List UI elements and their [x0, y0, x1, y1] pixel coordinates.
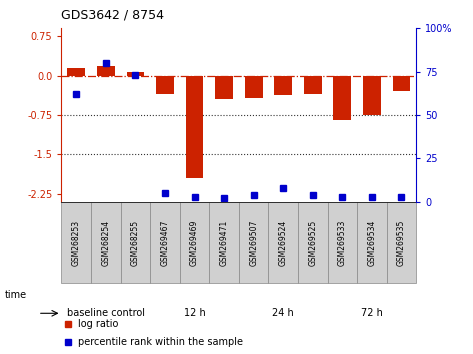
- Text: GSM269469: GSM269469: [190, 219, 199, 266]
- Text: GSM268253: GSM268253: [72, 219, 81, 266]
- Text: GSM268255: GSM268255: [131, 219, 140, 266]
- Bar: [67, 68, 85, 76]
- Text: GSM269471: GSM269471: [219, 219, 228, 266]
- Bar: [121, 202, 150, 283]
- Text: GSM269525: GSM269525: [308, 219, 317, 266]
- Text: 12 h: 12 h: [184, 308, 205, 318]
- Text: percentile rank within the sample: percentile rank within the sample: [78, 337, 243, 347]
- Bar: [185, 76, 203, 178]
- Bar: [298, 202, 327, 283]
- Bar: [268, 202, 298, 283]
- Bar: [61, 202, 91, 283]
- Text: 24 h: 24 h: [272, 308, 294, 318]
- Bar: [357, 202, 387, 283]
- Bar: [209, 202, 239, 283]
- Bar: [333, 76, 351, 120]
- Text: GSM269534: GSM269534: [368, 219, 377, 266]
- Text: 72 h: 72 h: [361, 308, 383, 318]
- Bar: [156, 76, 174, 94]
- Text: time: time: [5, 290, 27, 300]
- Text: GSM269467: GSM269467: [160, 219, 169, 266]
- Bar: [363, 76, 381, 115]
- Text: GSM269533: GSM269533: [338, 219, 347, 266]
- Bar: [393, 76, 410, 91]
- Bar: [387, 202, 416, 283]
- Text: GSM269524: GSM269524: [279, 219, 288, 266]
- Text: GDS3642 / 8754: GDS3642 / 8754: [61, 8, 165, 21]
- Bar: [327, 202, 357, 283]
- Bar: [150, 202, 180, 283]
- Bar: [274, 76, 292, 95]
- Bar: [215, 76, 233, 99]
- Bar: [245, 76, 263, 98]
- Bar: [91, 202, 121, 283]
- Text: GSM269535: GSM269535: [397, 219, 406, 266]
- Text: GSM268254: GSM268254: [101, 219, 110, 266]
- Bar: [180, 202, 209, 283]
- Text: log ratio: log ratio: [78, 319, 118, 329]
- Bar: [97, 66, 114, 76]
- Text: GSM269507: GSM269507: [249, 219, 258, 266]
- Bar: [304, 76, 322, 94]
- Bar: [239, 202, 269, 283]
- Text: baseline control: baseline control: [67, 308, 145, 318]
- Bar: [126, 72, 144, 76]
